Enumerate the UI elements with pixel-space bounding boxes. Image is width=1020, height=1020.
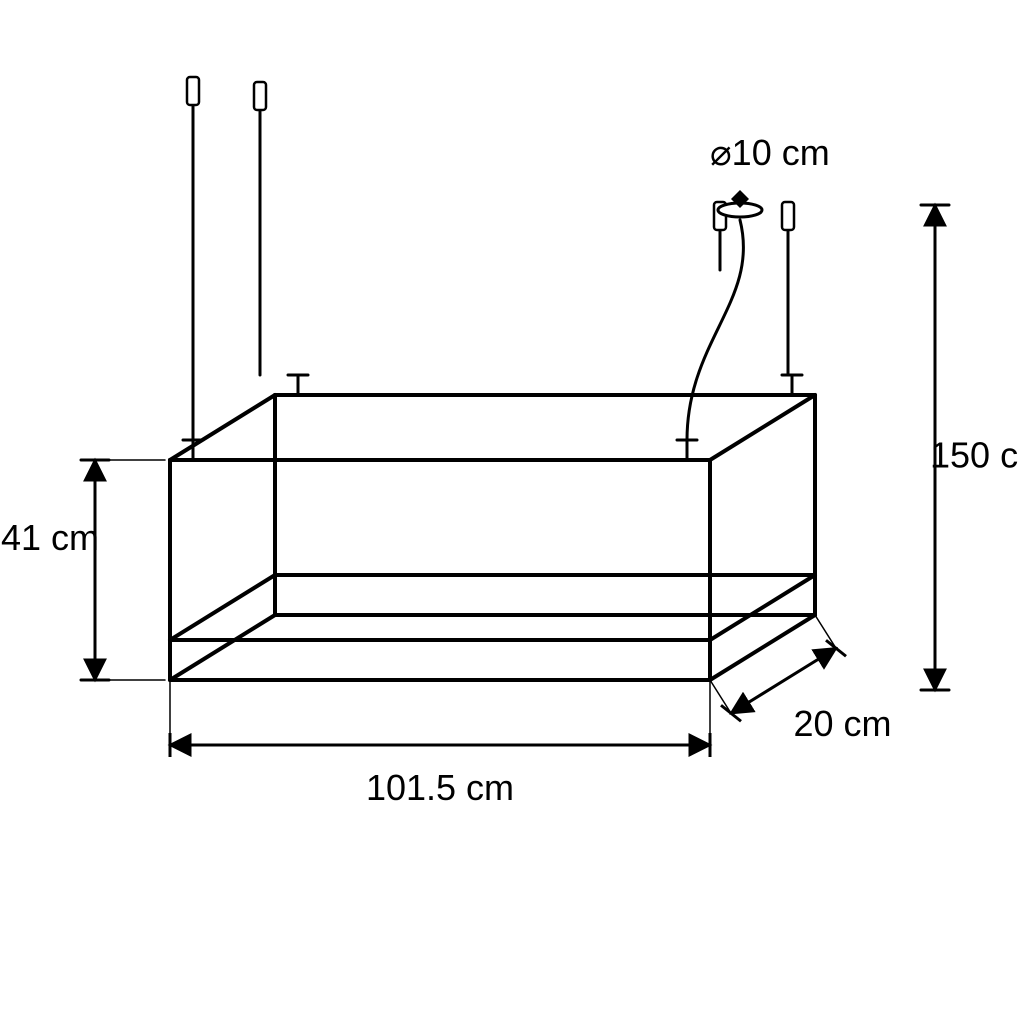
label-depth: 20 cm <box>794 703 892 744</box>
dimension-drawing: 41 cm 150 cm 101.5 cm 20 cm ⌀10 cm <box>0 0 1020 1020</box>
label-width: 101.5 cm <box>366 767 514 808</box>
label-mount-diameter: ⌀10 cm <box>710 132 830 173</box>
label-height: 41 cm <box>1 517 99 558</box>
label-total-height: 150 cm <box>930 435 1020 476</box>
